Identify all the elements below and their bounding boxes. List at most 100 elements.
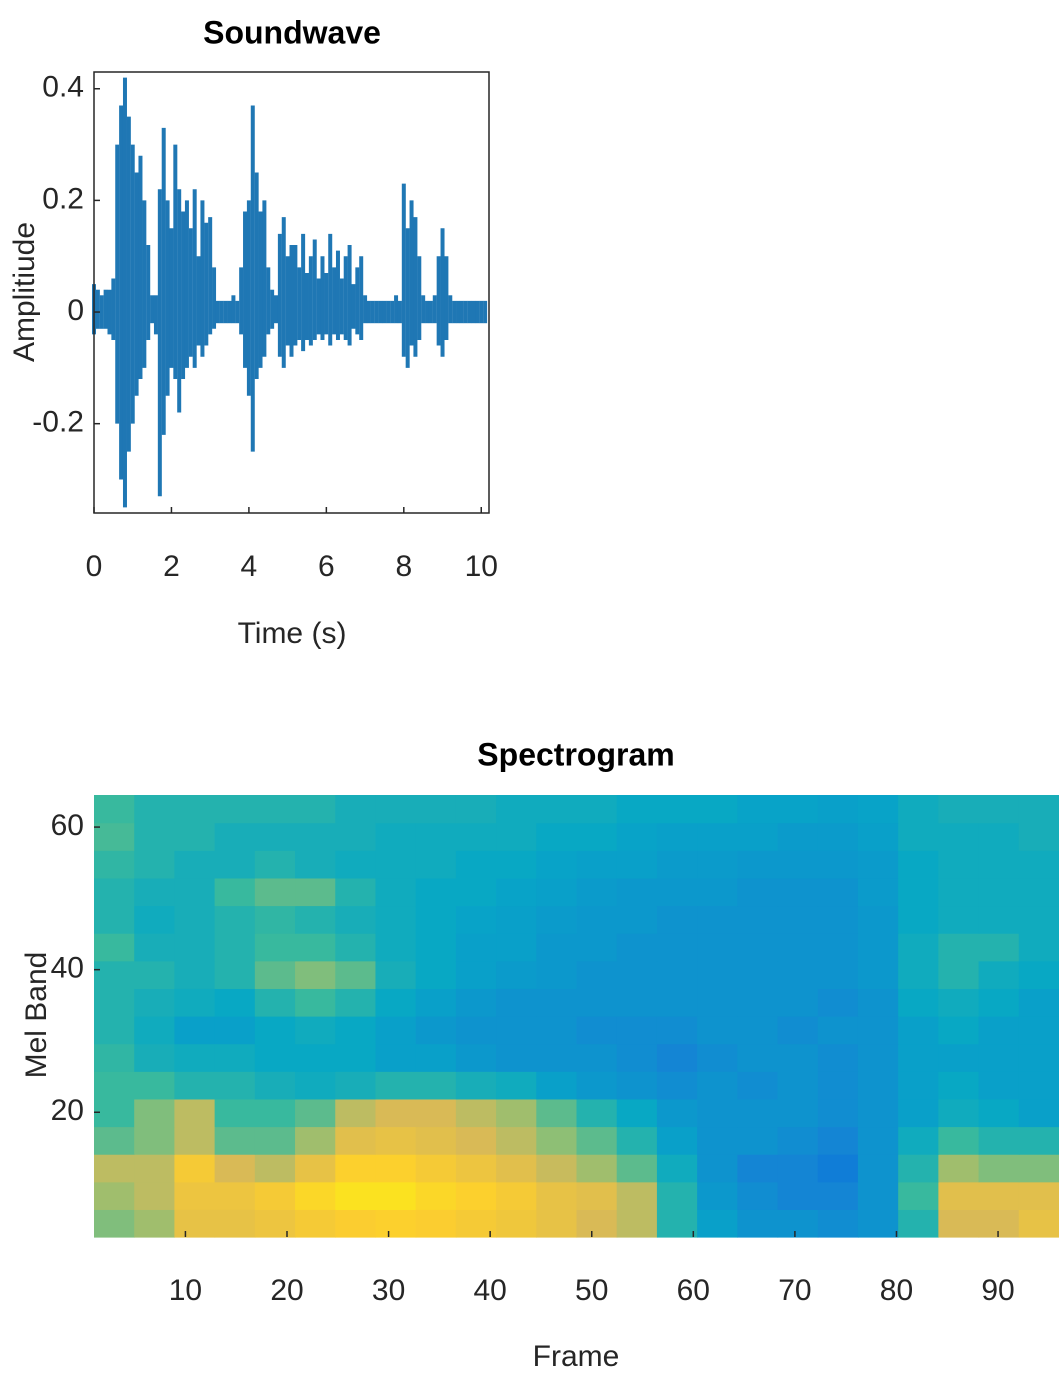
- heatmap-cell: [737, 1181, 779, 1210]
- heatmap-cell: [616, 933, 658, 962]
- heatmap-cell: [214, 1043, 256, 1072]
- heatmap-cell: [94, 1126, 135, 1155]
- heatmap-cell: [214, 1071, 256, 1100]
- heatmap-cell: [496, 822, 537, 851]
- heatmap-cell: [737, 1209, 779, 1238]
- heatmap-cell: [1018, 905, 1059, 934]
- heatmap-cell: [938, 960, 980, 989]
- heatmap-cell: [737, 850, 779, 879]
- heatmap-cell: [174, 1016, 216, 1045]
- heatmap-cell: [134, 1098, 176, 1128]
- y-tick-label: 60: [51, 809, 84, 842]
- heatmap-cell: [295, 850, 336, 879]
- heatmap-cell: [415, 988, 457, 1017]
- heatmap-cell: [455, 1181, 497, 1210]
- heatmap-cell: [214, 1098, 256, 1128]
- heatmap-cell: [737, 795, 779, 824]
- heatmap-cell: [697, 1126, 738, 1155]
- heatmap-cell: [978, 960, 1020, 989]
- heatmap-cell: [938, 1016, 980, 1045]
- heatmap-cell: [1018, 1154, 1059, 1183]
- heatmap-cell: [576, 960, 618, 989]
- heatmap-cell: [415, 1181, 457, 1210]
- heatmap-cell: [697, 1154, 738, 1183]
- heatmap-cell: [576, 1154, 618, 1183]
- heatmap-cell: [174, 1126, 216, 1155]
- heatmap-cell: [616, 1209, 658, 1238]
- heatmap-cell: [857, 822, 899, 851]
- heatmap-cell: [174, 1154, 216, 1183]
- heatmap-cell: [496, 1126, 537, 1155]
- heatmap-cell: [817, 960, 859, 989]
- heatmap-cell: [295, 1209, 336, 1238]
- heatmap-cell: [616, 1071, 658, 1100]
- heatmap-cell: [335, 850, 377, 879]
- heatmap-cell: [254, 960, 296, 989]
- heatmap-cell: [938, 1043, 980, 1072]
- heatmap-cell: [737, 1043, 779, 1072]
- heatmap-cell: [777, 1071, 819, 1100]
- heatmap-cell: [536, 850, 578, 879]
- heatmap-cell: [938, 905, 980, 934]
- heatmap-cell: [857, 850, 899, 879]
- heatmap-cell: [254, 905, 296, 934]
- x-tick-label: 40: [473, 1274, 506, 1307]
- heatmap-cell: [254, 1154, 296, 1183]
- heatmap-cell: [496, 1181, 537, 1210]
- heatmap-cell: [616, 795, 658, 824]
- heatmap-cell: [576, 822, 618, 851]
- heatmap-cell: [254, 1016, 296, 1045]
- x-tick-label: 20: [270, 1274, 303, 1307]
- heatmap-cell: [857, 1071, 899, 1100]
- x-tick-label: 10: [465, 550, 498, 583]
- heatmap-cell: [415, 1154, 457, 1183]
- heatmap-cell: [174, 795, 216, 824]
- x-tick-label: 10: [169, 1274, 202, 1307]
- heatmap-cell: [214, 933, 256, 962]
- heatmap-cell: [214, 988, 256, 1017]
- heatmap-cell: [134, 1154, 176, 1183]
- heatmap-cell: [536, 877, 578, 907]
- heatmap-cell: [697, 850, 738, 879]
- heatmap-cell: [656, 877, 698, 907]
- heatmap-cell: [335, 1071, 377, 1100]
- heatmap-cell: [254, 1098, 296, 1128]
- heatmap-cell: [817, 795, 859, 824]
- heatmap-cell: [375, 1209, 417, 1238]
- heatmap-cell: [1018, 1181, 1059, 1210]
- heatmap-cell: [576, 1181, 618, 1210]
- heatmap-cell: [978, 1154, 1020, 1183]
- heatmap-cell: [817, 1154, 859, 1183]
- heatmap-cell: [857, 1126, 899, 1155]
- heatmap-cell: [697, 1016, 738, 1045]
- heatmap-cell: [978, 1016, 1020, 1045]
- heatmap-cell: [214, 1016, 256, 1045]
- heatmap-cell: [254, 933, 296, 962]
- heatmap-cell: [576, 1126, 618, 1155]
- heatmap-cell: [697, 877, 738, 907]
- heatmap-cell: [94, 1209, 135, 1238]
- heatmap-cell: [938, 822, 980, 851]
- heatmap-cell: [857, 988, 899, 1017]
- heatmap-cell: [777, 1154, 819, 1183]
- heatmap-cell: [455, 1154, 497, 1183]
- heatmap-cell: [174, 905, 216, 934]
- heatmap-cell: [1018, 850, 1059, 879]
- heatmap-cell: [455, 877, 497, 907]
- heatmap-cell: [415, 1071, 457, 1100]
- heatmap-cell: [134, 877, 176, 907]
- heatmap-cell: [777, 1043, 819, 1072]
- heatmap-cell: [978, 988, 1020, 1017]
- heatmap-cell: [737, 960, 779, 989]
- heatmap-cell: [134, 933, 176, 962]
- heatmap-cell: [576, 850, 618, 879]
- heatmap-cell: [335, 1154, 377, 1183]
- heatmap-cell: [817, 1098, 859, 1128]
- heatmap-cell: [415, 1016, 457, 1045]
- heatmap-cell: [496, 960, 537, 989]
- heatmap-cell: [656, 850, 698, 879]
- heatmap-cell: [174, 877, 216, 907]
- heatmap-cell: [415, 877, 457, 907]
- heatmap-cell: [254, 1181, 296, 1210]
- heatmap-cell: [455, 822, 497, 851]
